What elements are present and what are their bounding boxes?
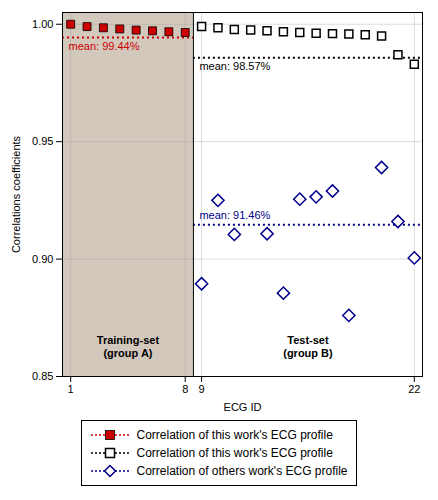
html-text:Correlation of others work's E: Correlation of others work's ECG profile bbox=[136, 464, 348, 478]
svg-text:ECG ID: ECG ID bbox=[224, 401, 262, 413]
svg-text:Training-set(group A): Training-set(group A) bbox=[97, 334, 160, 359]
svg-text:1: 1 bbox=[68, 383, 74, 395]
svg-text:0.85: 0.85 bbox=[32, 370, 53, 382]
svg-text:mean: 99.44%: mean: 99.44% bbox=[69, 40, 140, 52]
html-text:Correlation of this work's ECG: Correlation of this work's ECG profile bbox=[136, 428, 333, 442]
html-text:Correlation of this work's ECG: Correlation of this work's ECG profile bbox=[136, 446, 333, 460]
svg-text:mean: 98.57%: mean: 98.57% bbox=[199, 60, 270, 72]
svg-text:mean: 91.46%: mean: 91.46% bbox=[199, 209, 270, 221]
svg-text:8: 8 bbox=[182, 383, 188, 395]
svg-text:Test-set(group B): Test-set(group B) bbox=[283, 334, 333, 359]
svg-text:0.90: 0.90 bbox=[32, 253, 53, 265]
svg-text:22: 22 bbox=[408, 383, 420, 395]
svg-text:Correlations coefficients: Correlations coefficients bbox=[10, 135, 22, 253]
svg-text:9: 9 bbox=[199, 383, 205, 395]
svg-text:1.00: 1.00 bbox=[32, 18, 53, 30]
svg-text:0.95: 0.95 bbox=[32, 135, 53, 147]
